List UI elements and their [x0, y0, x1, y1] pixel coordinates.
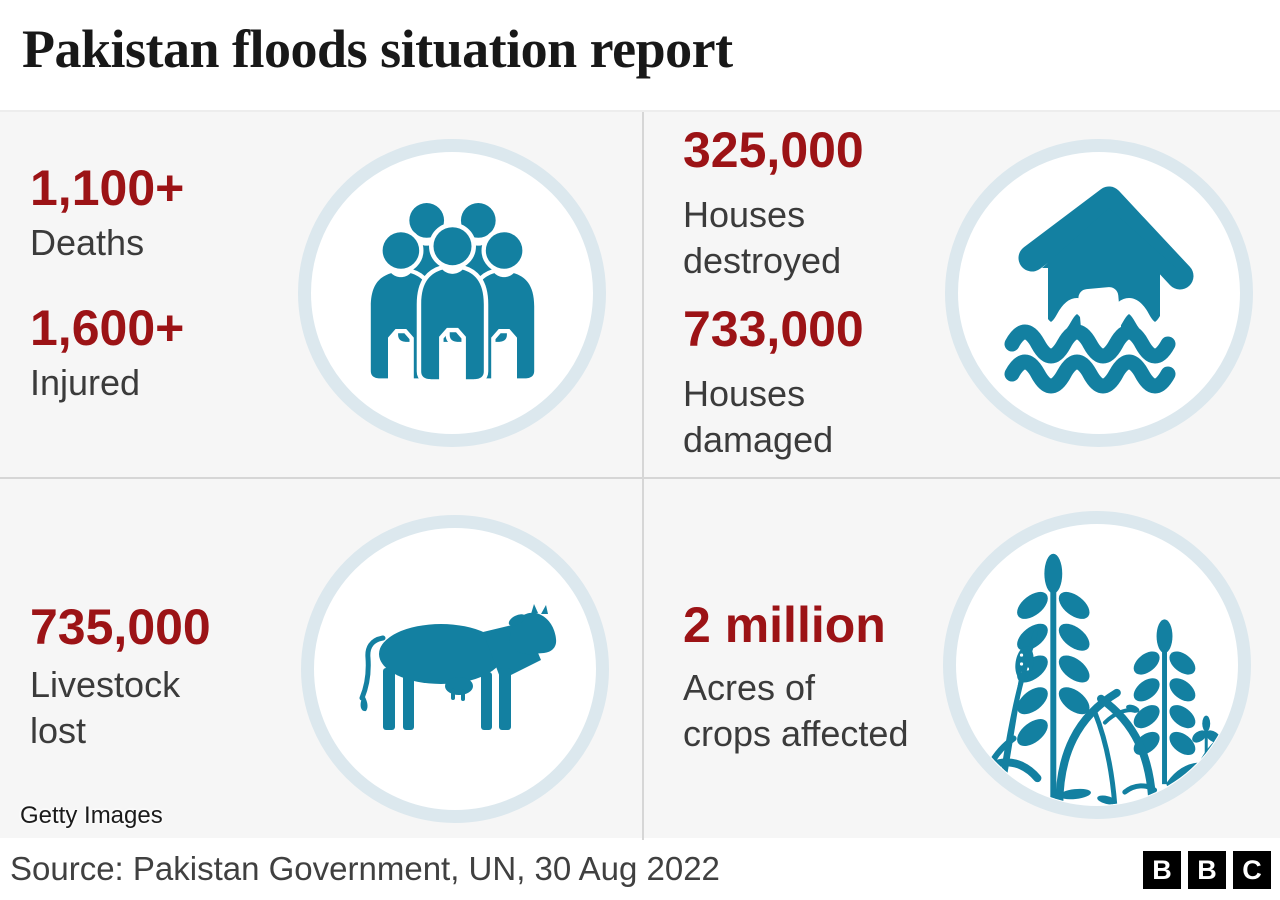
icon-circle-casualties	[298, 139, 606, 447]
stat-deaths: 1,100+ Deaths	[30, 160, 184, 266]
bbc-logo-letter: C	[1233, 851, 1271, 889]
stat-houses-destroyed: 325,000 Houses destroyed	[683, 122, 864, 284]
vertical-divider	[642, 112, 644, 840]
stat-label: Acres of	[683, 667, 816, 708]
flooded-house-icon	[1004, 186, 1194, 394]
stat-livestock: 735,000 Livestock lost	[30, 599, 211, 754]
stat-value: 733,000	[683, 301, 864, 357]
stat-label: destroyed	[683, 240, 842, 281]
stat-value: 2 million	[683, 597, 886, 653]
stat-label: Livestock	[30, 664, 181, 705]
bbc-logo: B B C	[1143, 851, 1271, 889]
stat-label: Houses	[683, 373, 806, 414]
stats-grid: 1,100+ Deaths 1,600+ Injured	[0, 110, 1280, 840]
bbc-logo-letter: B	[1188, 851, 1226, 889]
stat-value: 735,000	[30, 599, 211, 655]
icon-circle-houses	[945, 139, 1253, 447]
stat-label: lost	[30, 710, 87, 751]
icon-circle-livestock	[301, 515, 609, 823]
source-line: Source: Pakistan Government, UN, 30 Aug …	[10, 850, 720, 887]
stat-value: 1,100+	[30, 160, 185, 216]
stat-crops: 2 million Acres of crops affected	[683, 597, 908, 757]
image-credit: Getty Images	[20, 802, 163, 829]
icon-circle-crops	[943, 511, 1251, 819]
stat-value: 325,000	[683, 122, 864, 178]
page-title: Pakistan floods situation report	[22, 19, 733, 79]
horizontal-divider	[0, 477, 1280, 479]
stat-label: Deaths	[30, 222, 145, 263]
stat-injured: 1,600+ Injured	[30, 300, 184, 406]
stat-label: damaged	[683, 419, 834, 460]
wheat-crops-icon	[965, 553, 1229, 806]
cow-icon	[359, 603, 556, 730]
bbc-logo-letter: B	[1143, 851, 1181, 889]
stat-label: Injured	[30, 362, 141, 403]
stat-value: 1,600+	[30, 300, 185, 356]
stat-label: Houses	[683, 194, 806, 235]
stat-houses-damaged: 733,000 Houses damaged	[683, 301, 864, 463]
people-group-icon	[366, 198, 538, 384]
stat-label: crops affected	[683, 713, 909, 754]
